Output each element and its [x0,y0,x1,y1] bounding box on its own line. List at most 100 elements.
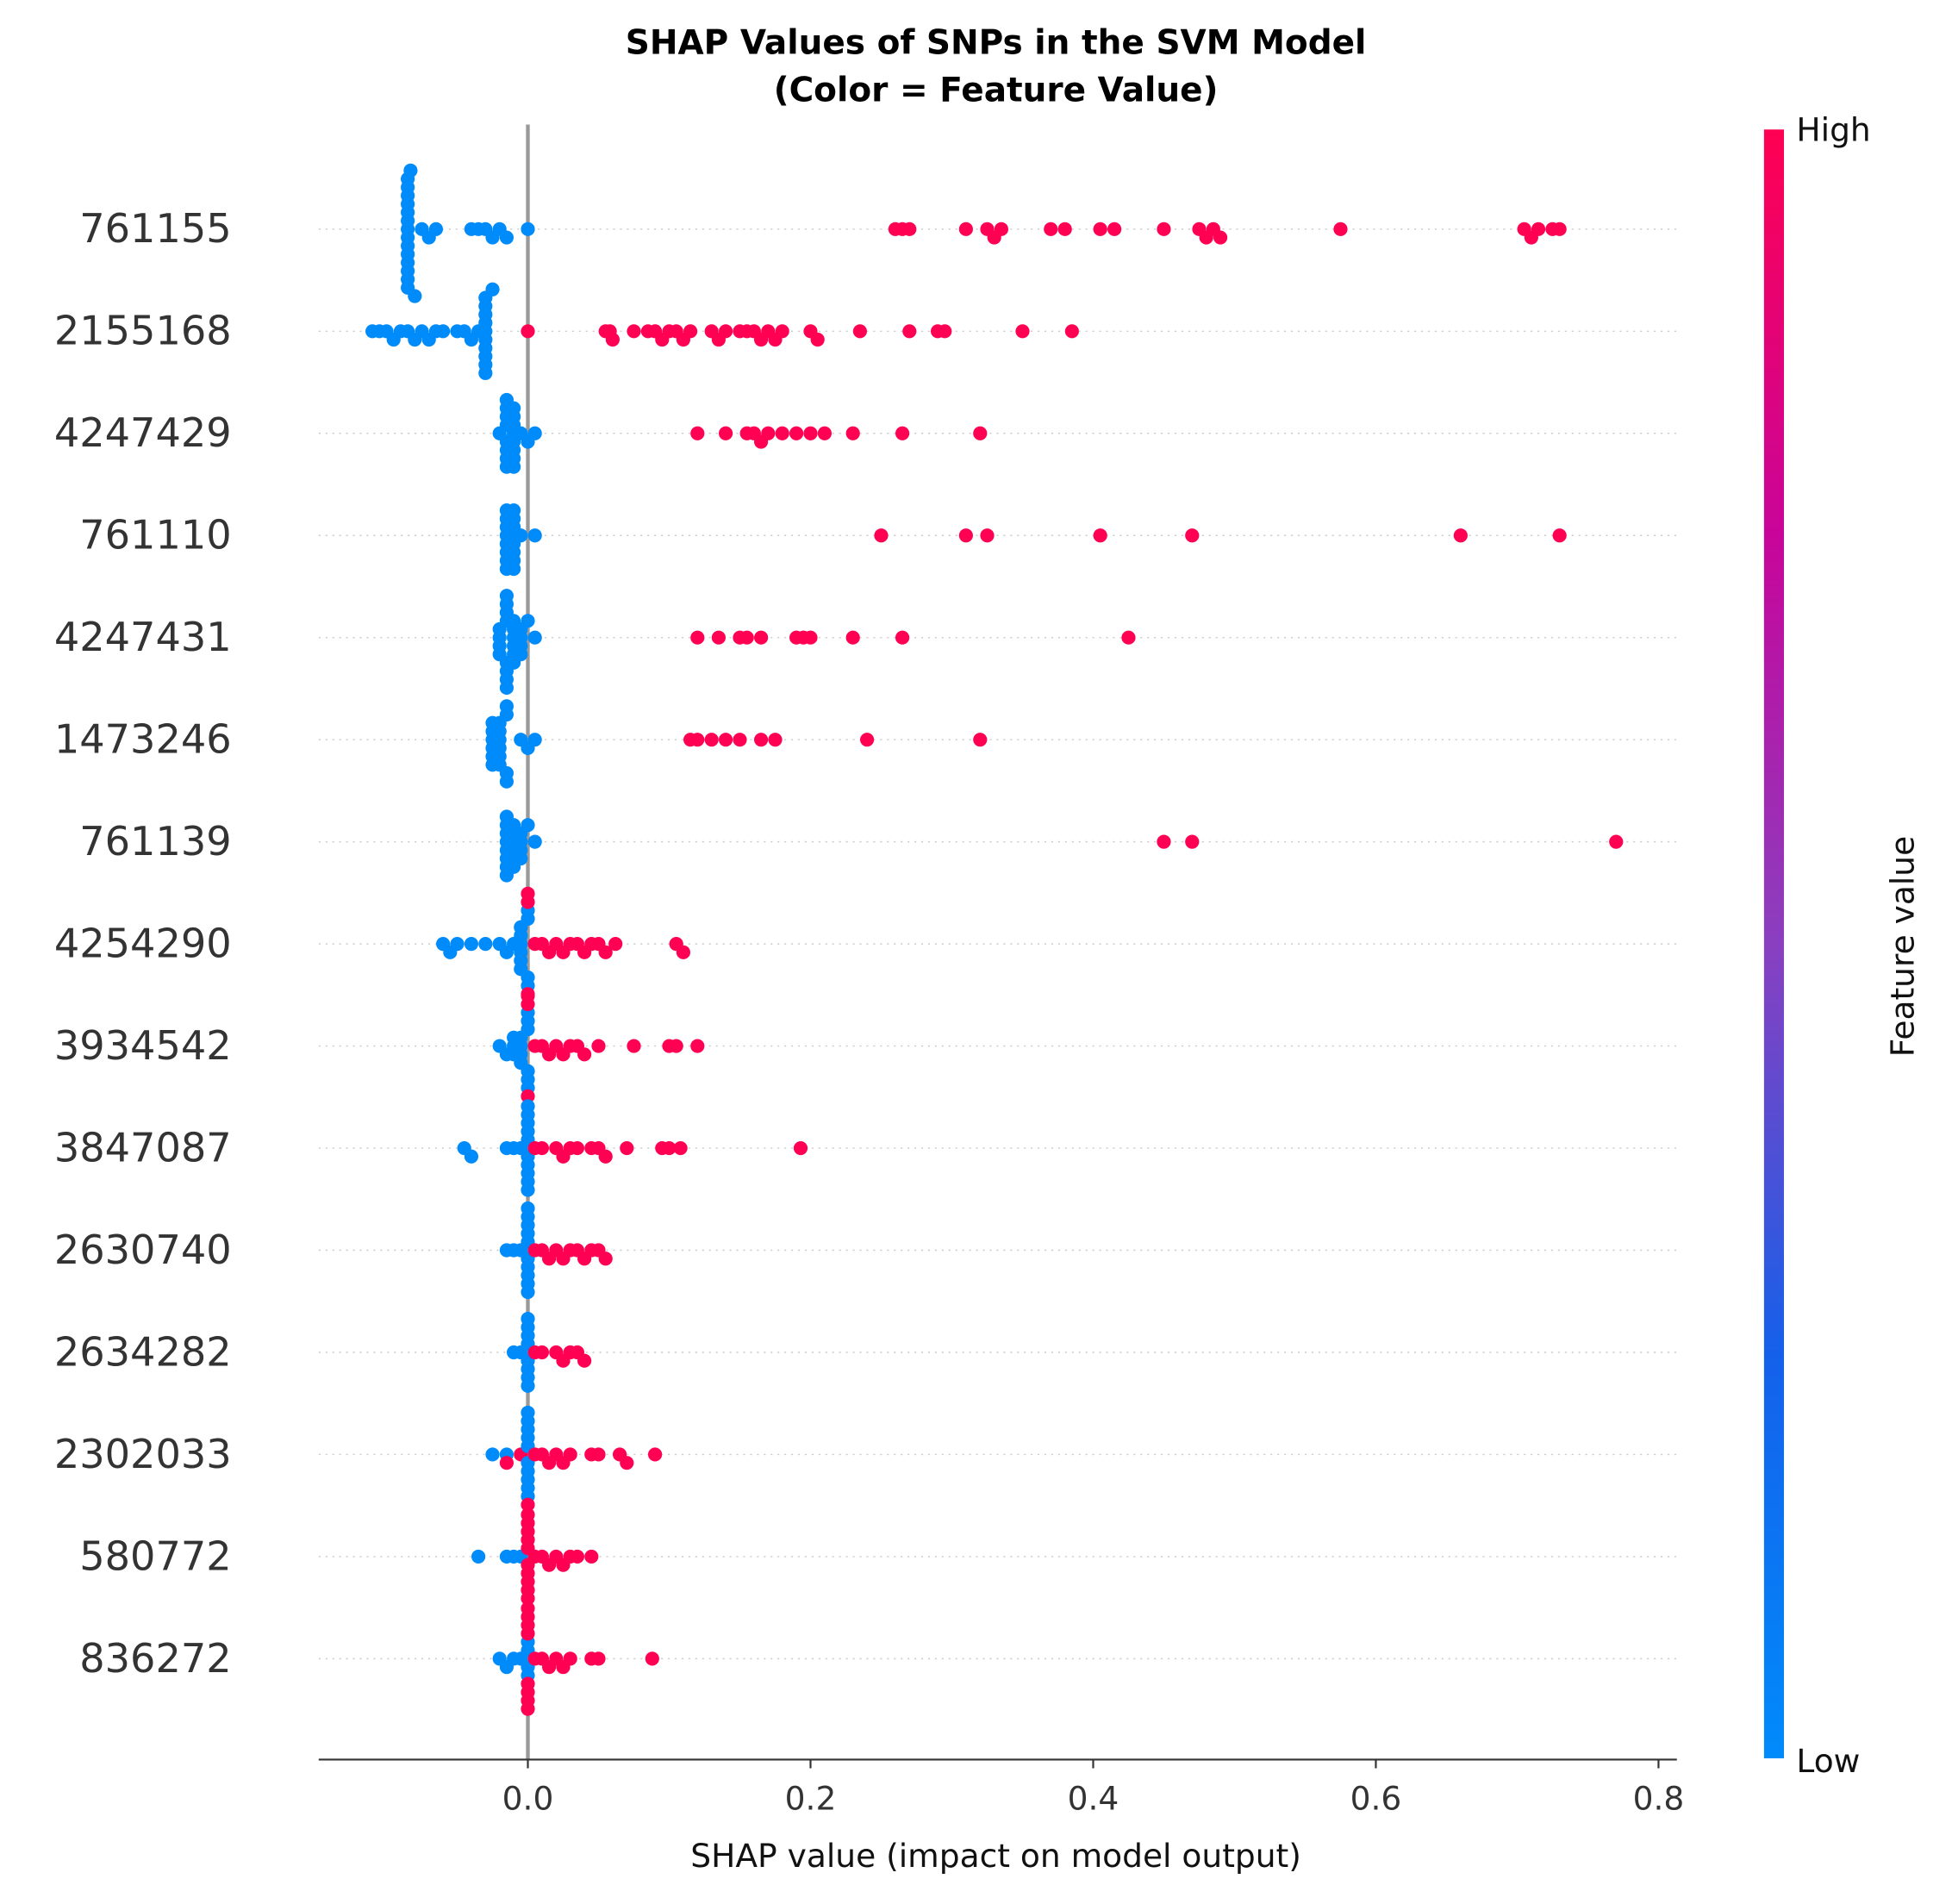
shap-dot [1185,528,1200,543]
shap-dot [620,1456,634,1470]
shap-dot [608,937,623,952]
shap-dot [676,945,690,959]
shap-dot [499,680,514,696]
shap-dot [521,1508,535,1522]
shap-dot [683,324,698,339]
shap-dot [591,1447,606,1462]
shap-dot [803,426,818,440]
shap-dot [485,282,500,297]
y-tick-label: 3847087 [54,1124,232,1170]
shap-dot [902,324,917,339]
shap-dot [464,1149,478,1164]
shap-dot [1093,222,1107,236]
shap-dot [598,945,613,959]
shap-dot [521,989,535,1003]
shap-dot [627,1039,641,1053]
shap-dot [563,1651,577,1666]
shap-dot [521,614,535,628]
shap-dot [499,230,514,245]
shap-dot [1552,222,1567,236]
shap-dot [980,528,995,543]
shap-dot [485,1447,500,1462]
shap-dot [1185,834,1200,849]
shap-dot [521,1591,535,1606]
y-tick-label: 761139 [79,818,231,865]
shap-dot [973,733,988,747]
shap-dot [733,733,747,747]
shap-dot [895,426,910,440]
chart-subtitle: (Color = Feature Value) [774,71,1219,109]
shap-dot [478,937,493,952]
shap-dot [527,834,542,849]
shap-dot [845,630,860,645]
shap-dot [499,699,514,714]
shap-dot [845,426,860,440]
shap-dot [1157,834,1171,849]
shap-dot [527,733,542,747]
shap-dot [958,222,973,236]
shap-dot [514,647,528,662]
shap-dot [1333,222,1348,236]
shap-dot [704,733,719,747]
shap-dot [521,1201,535,1216]
shap-dot [852,324,867,339]
shap-dot [521,1284,535,1300]
shap-dot [527,528,542,543]
colorbar-low: Low [1796,1742,1860,1780]
shap-dot [507,561,521,577]
shap-dot [507,503,521,518]
shap-dot [1213,230,1228,245]
shap-dot [739,630,754,645]
y-tick-label: 1473246 [54,716,232,763]
shap-dot [958,528,973,543]
shap-dot [775,426,789,440]
shap-dot [754,630,769,645]
shap-dot [605,332,620,347]
shap-dot [1531,222,1546,236]
shap-dot [521,1089,535,1103]
y-tick-label: 4247429 [54,409,232,456]
shap-dot [1015,324,1030,339]
y-tick-label: 761155 [79,205,231,252]
shap-dot [620,1140,634,1156]
shap-dot [754,733,769,747]
shap-dot [690,426,705,440]
shap-dot [1552,528,1567,543]
shap-dot [719,324,733,339]
y-tick-label: 761110 [79,512,231,559]
y-tick-label: 2630740 [54,1227,232,1273]
shap-dot [1157,222,1171,236]
shap-dot [514,851,528,866]
y-tick-label: 2155168 [54,308,232,354]
shap-dot [521,886,535,901]
shap-dot [627,324,641,339]
shap-dot [499,589,514,603]
shap-dot [450,937,465,952]
shap-dot [471,1549,486,1564]
shap-dot [1107,222,1122,236]
shap-dot [591,1651,606,1666]
shap-dot [1064,324,1079,339]
shap-dot [577,1047,592,1062]
shap-dot [803,630,818,645]
shap-dot [521,1601,535,1616]
shap-dot [584,1549,599,1564]
shap-dot [408,289,422,303]
shap-dot [570,1140,584,1156]
shap-dot [817,426,832,440]
shap-dot [521,1183,535,1197]
shap-dot [521,1312,535,1327]
shap-dot [690,1039,705,1053]
shap-dot [521,1099,535,1114]
shap-dot [793,1140,808,1156]
shap-dot [1044,222,1058,236]
shap-dot [521,1405,535,1420]
shap-dot [598,1252,613,1266]
y-tick-label: 3934542 [54,1022,232,1069]
x-tick-label: 0.4 [1068,1780,1119,1818]
shap-dot [598,1149,613,1164]
chart-title: SHAP Values of SNPs in the SVM Model [626,24,1367,63]
shap-dot [789,426,804,440]
shap-dot [1093,528,1107,543]
shap-dot [874,528,889,543]
